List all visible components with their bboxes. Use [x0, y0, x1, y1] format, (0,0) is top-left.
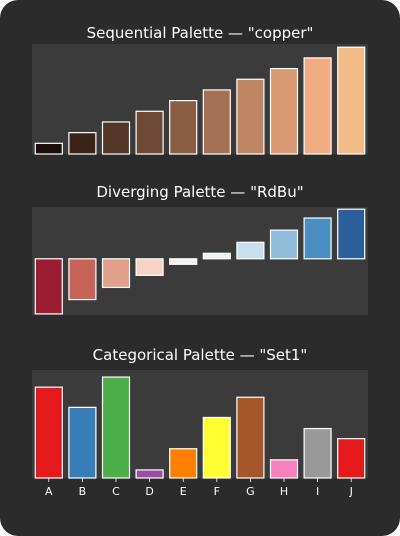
bar-A — [34, 142, 63, 155]
bar-E — [169, 258, 198, 265]
x-tick-label: F — [214, 485, 220, 498]
x-tick-label: A — [45, 485, 53, 498]
bar-C — [101, 258, 131, 289]
x-tick-label: I — [316, 485, 319, 498]
bar-F — [202, 416, 231, 479]
bar-B — [68, 258, 97, 301]
bar-J — [337, 438, 366, 479]
chart-title: Diverging Palette — "RdBu" — [96, 183, 303, 201]
x-tick-label: B — [79, 485, 87, 498]
x-tick-label: C — [112, 485, 120, 498]
bar-G — [236, 241, 265, 260]
bar-C — [101, 121, 131, 155]
x-tick-label: G — [246, 485, 255, 498]
bar-I — [303, 57, 332, 155]
bar-B — [68, 406, 97, 479]
bar-D — [135, 469, 164, 479]
bar-E — [169, 448, 198, 479]
bar-F — [202, 89, 231, 155]
chart-2: Diverging Palette — "RdBu" — [32, 183, 368, 315]
bar-F — [202, 252, 231, 260]
bar-D — [135, 110, 164, 155]
x-tick-label: J — [349, 485, 353, 498]
bar-G — [236, 396, 265, 479]
chart-title: Categorical Palette — "Set1" — [93, 346, 308, 364]
bar-H — [269, 459, 299, 479]
bar-B — [68, 132, 97, 155]
chart-title: Sequential Palette — "copper" — [87, 24, 314, 42]
bar-J — [337, 46, 366, 155]
bar-H — [269, 67, 299, 155]
bar-G — [236, 78, 265, 155]
x-tick-label: H — [280, 485, 288, 498]
x-tick-label: D — [145, 485, 153, 498]
bar-J — [337, 208, 366, 260]
bar-E — [169, 99, 198, 155]
bar-C — [101, 376, 131, 479]
bar-I — [303, 217, 332, 260]
bar-I — [303, 427, 332, 479]
x-tick-label: E — [180, 485, 187, 498]
bar-D — [135, 258, 164, 276]
bar-H — [269, 229, 299, 260]
bar-A — [34, 258, 63, 315]
bar-A — [34, 386, 63, 479]
chart-3: Categorical Palette — "Set1" A B C D E F G H I J — [32, 346, 368, 498]
chart-1: Sequential Palette — "copper" — [32, 24, 368, 155]
